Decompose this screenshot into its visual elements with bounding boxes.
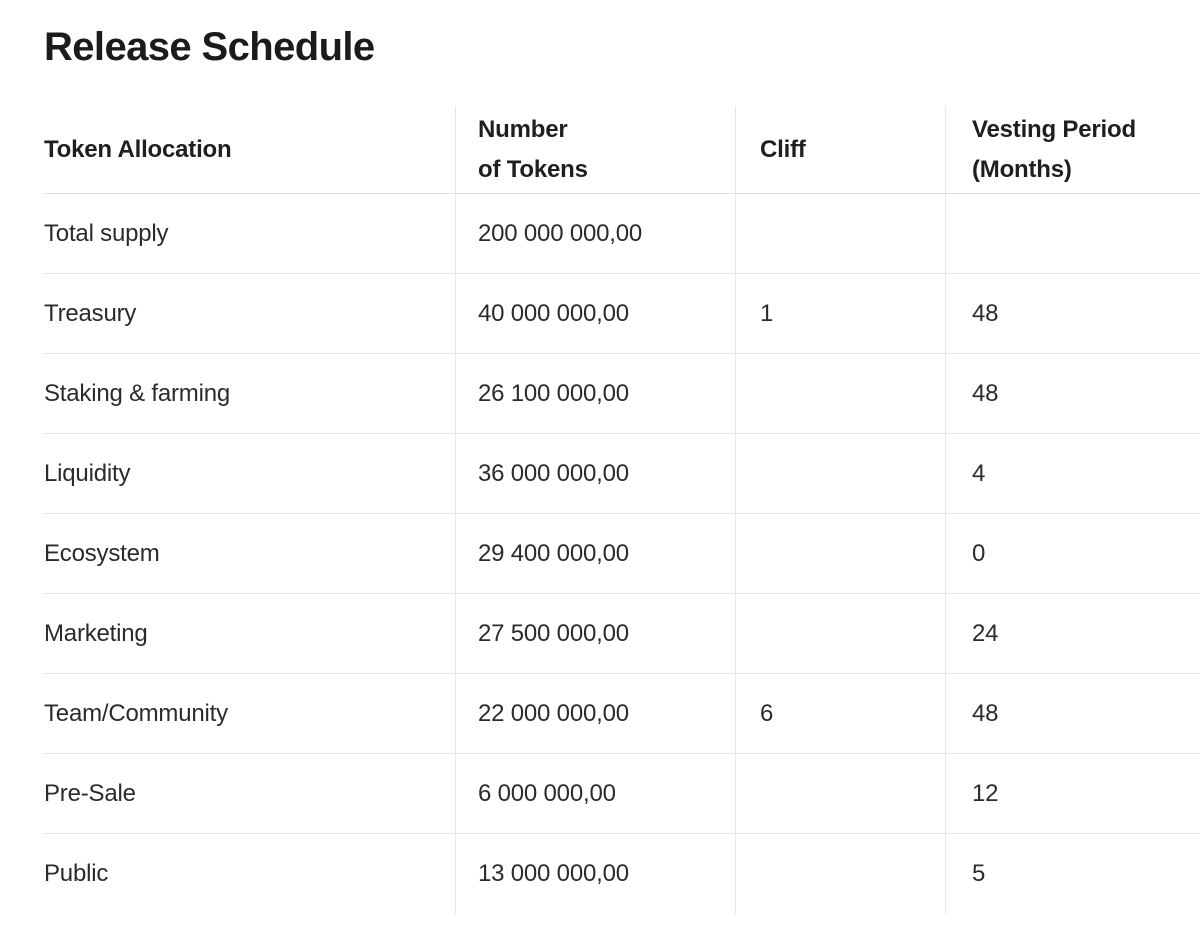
cell-allocation: Public xyxy=(44,860,109,887)
cell-cliff xyxy=(735,594,945,673)
cell-tokens: 29 400 000,00 xyxy=(455,514,735,593)
cell-allocation: Marketing xyxy=(44,619,148,647)
header-cell-vesting-period: Vesting Period (Months) xyxy=(945,106,1200,193)
cell-tokens: 27 500 000,00 xyxy=(455,594,735,673)
cell-allocation: Ecosystem xyxy=(44,539,160,567)
cell-tokens: 26 100 000,00 xyxy=(455,354,735,433)
cell-vesting xyxy=(945,194,1200,273)
table-row-marketing: Marketing 27 500 000,00 24 xyxy=(44,594,1200,674)
cell-cliff xyxy=(735,194,945,273)
cell-cliff xyxy=(735,754,945,833)
cell-cliff xyxy=(735,354,945,433)
cell-tokens: 6 000 000,00 xyxy=(455,754,735,833)
cell-tokens: 40 000 000,00 xyxy=(455,274,735,353)
cell-cliff xyxy=(735,514,945,593)
table-row-total-supply: Total supply 200 000 000,00 xyxy=(44,194,1200,274)
cell-cliff xyxy=(735,834,945,914)
cell-allocation: Staking & farming xyxy=(44,379,231,407)
table-row-public: Public 13 000 000,00 5 xyxy=(44,834,1200,914)
table-row-staking-farming: Staking & farming 26 100 000,00 48 xyxy=(44,354,1200,434)
cell-cliff xyxy=(735,434,945,513)
cell-allocation: Total supply xyxy=(44,219,169,247)
cell-cliff: 1 xyxy=(735,274,945,353)
cell-vesting: 4 xyxy=(945,434,1200,513)
cell-tokens: 22 000 000,00 xyxy=(455,674,735,753)
cell-allocation: Team/Community xyxy=(44,699,228,727)
table-row-pre-sale: Pre-Sale 6 000 000,00 12 xyxy=(44,754,1200,834)
page: Release Schedule Token Allocation Number… xyxy=(44,25,1200,914)
table-header-row: Token Allocation Number of Tokens Cliff … xyxy=(44,106,1200,194)
table-row-team-community: Team/Community 22 000 000,00 6 48 xyxy=(44,674,1200,754)
cell-vesting: 48 xyxy=(945,674,1200,753)
table-row-liquidity: Liquidity 36 000 000,00 4 xyxy=(44,434,1200,514)
cell-allocation: Liquidity xyxy=(44,459,131,487)
header-cell-number-of-tokens: Number of Tokens xyxy=(455,106,735,193)
cell-vesting: 0 xyxy=(945,514,1200,593)
cell-vesting: 48 xyxy=(945,274,1200,353)
cell-tokens: 13 000 000,00 xyxy=(455,834,735,914)
table-row-treasury: Treasury 40 000 000,00 1 48 xyxy=(44,274,1200,354)
release-schedule-table: Token Allocation Number of Tokens Cliff … xyxy=(44,106,1200,914)
cell-vesting: 48 xyxy=(945,354,1200,433)
cell-vesting: 24 xyxy=(945,594,1200,673)
header-cell-token-allocation: Token Allocation xyxy=(44,135,232,163)
cell-vesting: 5 xyxy=(945,834,1200,914)
cell-allocation: Pre-Sale xyxy=(44,779,136,807)
cell-tokens: 36 000 000,00 xyxy=(455,434,735,513)
cell-cliff: 6 xyxy=(735,674,945,753)
cell-tokens: 200 000 000,00 xyxy=(455,194,735,273)
cell-allocation: Treasury xyxy=(44,299,137,327)
header-cell-cliff: Cliff xyxy=(735,106,945,193)
table-row-ecosystem: Ecosystem 29 400 000,00 0 xyxy=(44,514,1200,594)
cell-vesting: 12 xyxy=(945,754,1200,833)
page-title: Release Schedule xyxy=(44,25,375,69)
